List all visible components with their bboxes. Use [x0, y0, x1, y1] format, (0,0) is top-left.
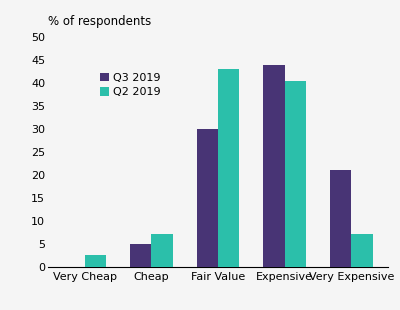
Bar [218, 69, 239, 267]
Text: % of respondents: % of respondents [48, 15, 151, 28]
Bar [151, 234, 173, 267]
Bar [330, 170, 351, 267]
Bar [351, 234, 372, 267]
Bar [285, 81, 306, 267]
Bar [263, 65, 285, 267]
Legend: Q3 2019, Q2 2019: Q3 2019, Q2 2019 [98, 70, 163, 100]
Bar [130, 244, 151, 267]
Bar [197, 129, 218, 267]
Bar [85, 255, 106, 267]
